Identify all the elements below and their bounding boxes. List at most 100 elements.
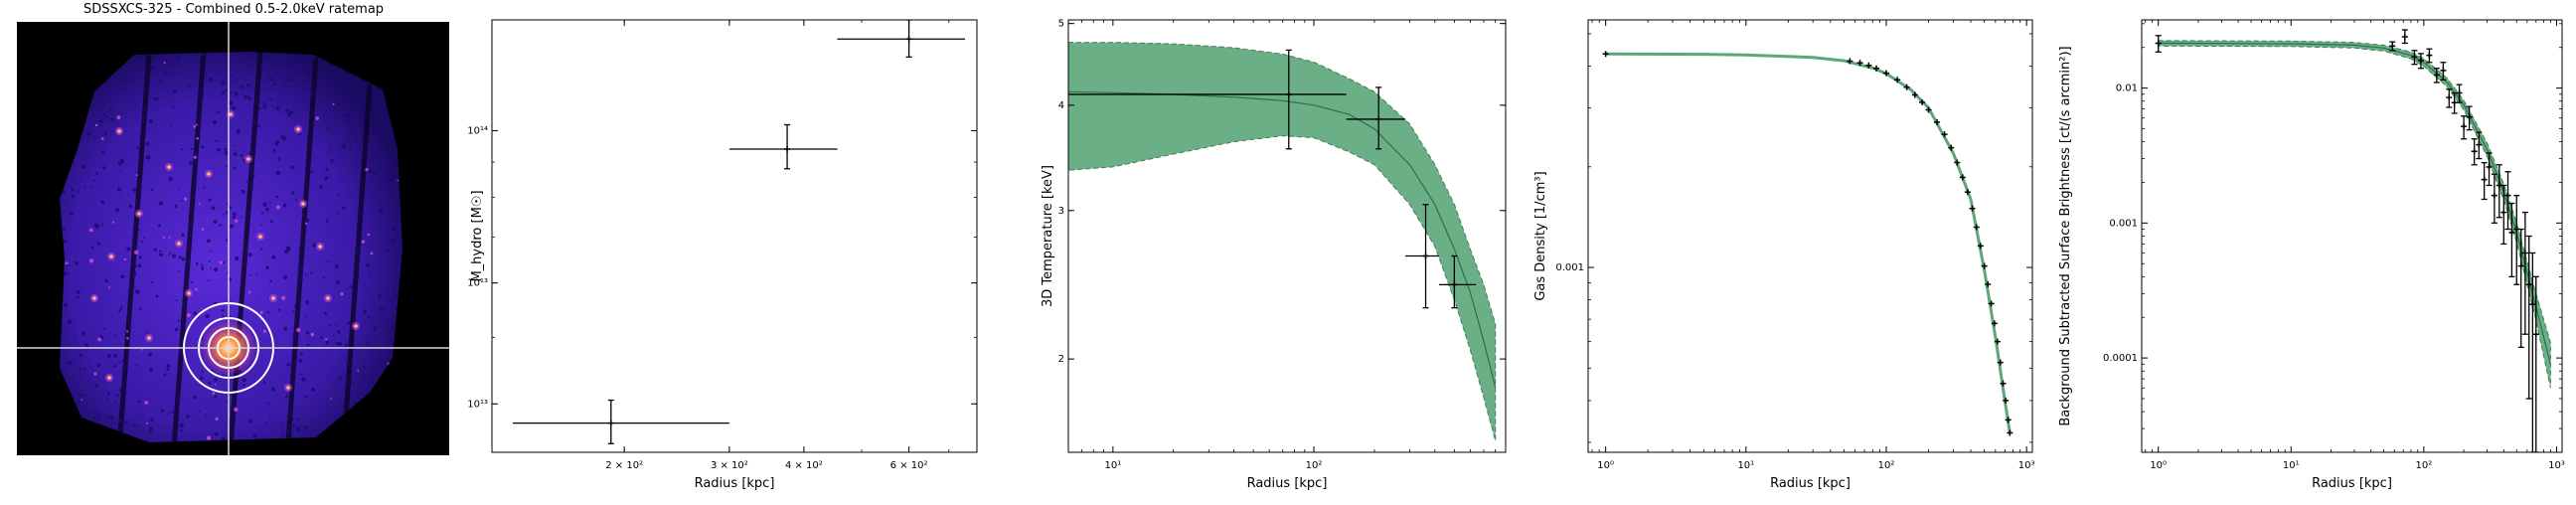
noise-pixel xyxy=(373,171,377,175)
noise-pixel xyxy=(178,269,181,272)
point-marker xyxy=(1977,243,1984,250)
noise-pixel xyxy=(367,341,370,345)
noise-pixel xyxy=(150,418,154,421)
data-point xyxy=(728,123,838,170)
noise-pixel xyxy=(149,429,152,433)
point-marker xyxy=(1934,118,1941,125)
noise-pixel xyxy=(359,213,363,216)
noise-pixel xyxy=(367,185,370,188)
noise-pixel xyxy=(201,145,205,149)
noise-pixel xyxy=(101,150,105,155)
noise-pixel xyxy=(93,179,95,182)
data-point xyxy=(2433,68,2440,84)
noise-pixel xyxy=(193,395,197,400)
point-source-core xyxy=(301,202,305,206)
noise-pixel xyxy=(275,196,278,199)
noise-pixel xyxy=(286,248,291,252)
noise-pixel xyxy=(187,84,191,87)
noise-pixel xyxy=(160,409,164,413)
noise-pixel xyxy=(244,58,247,61)
noise-pixel xyxy=(343,408,346,411)
noise-pixel xyxy=(262,381,266,385)
noise-pixel xyxy=(124,78,129,82)
noise-pixel xyxy=(191,187,195,190)
noise-pixel xyxy=(251,174,255,178)
noise-pixel xyxy=(312,112,315,115)
noise-pixel xyxy=(178,188,180,190)
data-point xyxy=(2440,62,2447,81)
point-source-core xyxy=(137,212,141,216)
noise-pixel xyxy=(246,83,250,87)
noise-pixel xyxy=(208,260,211,262)
noise-pixel xyxy=(126,330,129,333)
noise-pixel xyxy=(335,342,339,346)
point-source-core xyxy=(296,127,300,131)
noise-pixel xyxy=(281,433,285,437)
point-source-core xyxy=(246,157,250,161)
noise-pixel xyxy=(392,253,395,255)
point-source-core xyxy=(229,112,233,116)
density-profile-panel: 10⁰ 10¹ 10² 10³ 0.001 Radius [kpc] Gas Density… xyxy=(1521,0,2047,501)
x-tick-label: 2 × 10² xyxy=(605,460,643,471)
noise-pixel xyxy=(174,204,178,208)
noise-pixel xyxy=(158,130,160,132)
noise-pixel xyxy=(89,258,94,263)
point-source-core xyxy=(117,129,121,133)
noise-pixel xyxy=(96,415,101,419)
point-marker xyxy=(2476,141,2483,148)
model-uncertainty-band xyxy=(2158,40,2551,389)
point-marker xyxy=(2417,57,2424,64)
noise-pixel xyxy=(367,315,371,319)
noise-pixel xyxy=(74,335,77,338)
data-point xyxy=(1439,254,1477,309)
data-point xyxy=(1991,320,1998,327)
noise-pixel xyxy=(306,82,308,84)
noise-pixel xyxy=(373,125,378,130)
data-point xyxy=(2000,380,2007,387)
noise-pixel xyxy=(247,252,252,257)
noise-pixel xyxy=(330,158,334,163)
noise-pixel xyxy=(164,71,168,76)
noise-pixel xyxy=(311,387,315,392)
noise-pixel xyxy=(330,398,332,401)
noise-pixel xyxy=(249,273,252,276)
point-marker xyxy=(1948,144,1955,151)
data-point xyxy=(2504,171,2511,231)
noise-pixel xyxy=(120,160,125,164)
data-point xyxy=(2476,131,2483,160)
noise-pixel xyxy=(261,212,264,215)
point-marker xyxy=(1911,91,1918,98)
y-tick-label: 2 xyxy=(1058,354,1064,365)
noise-pixel xyxy=(328,152,330,155)
noise-pixel xyxy=(215,417,219,421)
noise-pixel xyxy=(177,319,180,322)
data-point xyxy=(2521,211,2528,335)
data-point xyxy=(1985,281,1992,288)
noise-pixel xyxy=(196,261,199,265)
noise-pixel xyxy=(265,207,269,212)
noise-pixel xyxy=(101,223,104,226)
point-marker xyxy=(1988,300,1995,307)
noise-pixel xyxy=(387,176,390,179)
noise-pixel xyxy=(259,310,263,314)
noise-pixel xyxy=(89,186,91,189)
noise-pixel xyxy=(305,220,309,224)
noise-pixel xyxy=(309,176,312,178)
noise-pixel xyxy=(205,314,210,319)
noise-pixel xyxy=(281,295,286,300)
chip-gap xyxy=(116,54,152,442)
noise-pixel xyxy=(224,150,229,155)
noise-pixel xyxy=(153,96,157,101)
noise-pixel xyxy=(284,79,288,83)
noise-pixel xyxy=(262,101,265,105)
noise-pixel xyxy=(282,203,287,208)
noise-pixel xyxy=(70,212,74,216)
noise-pixel xyxy=(332,69,335,72)
point-source-core xyxy=(187,291,191,295)
noise-pixel xyxy=(115,394,119,398)
point-marker xyxy=(1375,115,1382,122)
point-marker xyxy=(2401,33,2408,40)
ratemap-image xyxy=(17,22,449,455)
point-source-core xyxy=(109,254,113,258)
noise-pixel xyxy=(299,276,303,280)
